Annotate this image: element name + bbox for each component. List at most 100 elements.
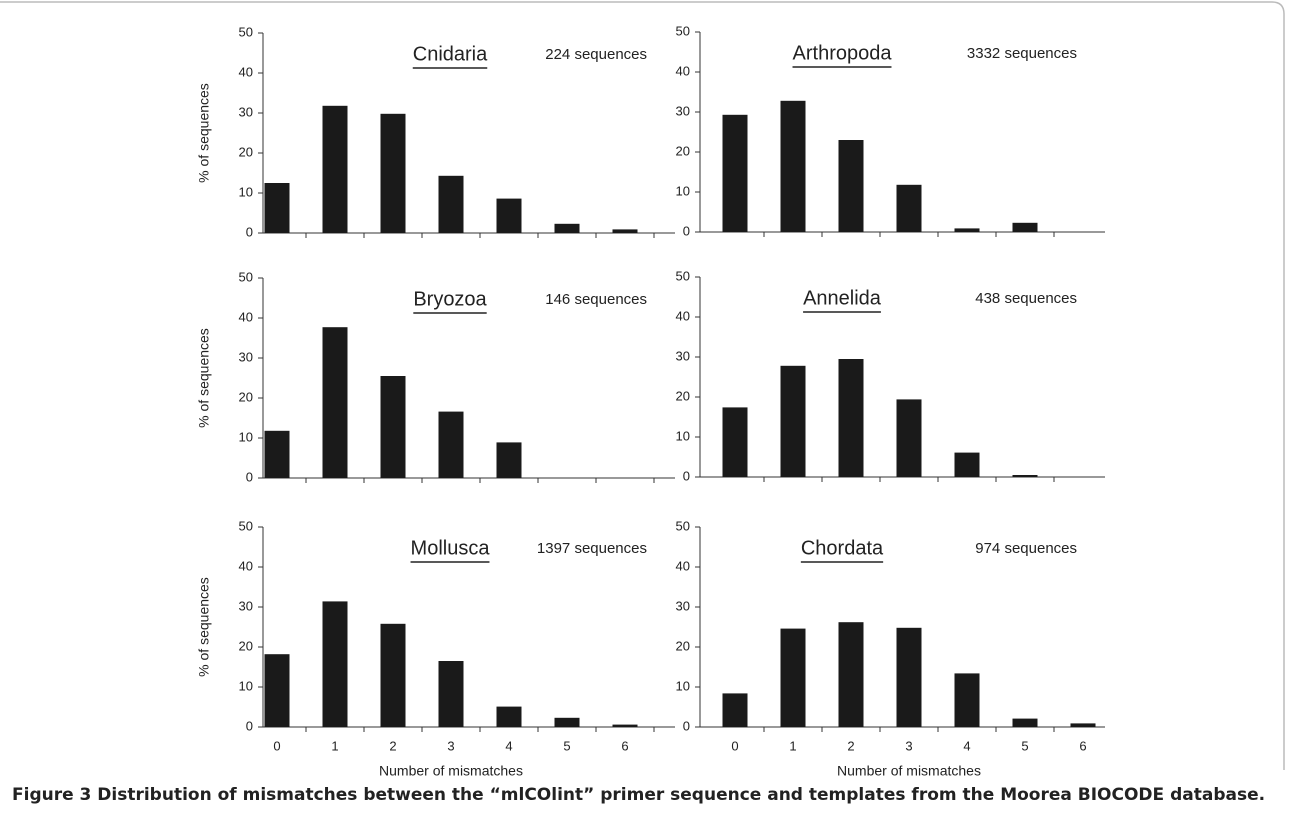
panel-subtitle: 224 sequences — [545, 46, 647, 63]
bar — [496, 706, 522, 727]
y-tick-label: 10 — [676, 428, 690, 443]
y-tick-label: 50 — [239, 518, 253, 533]
bar — [722, 407, 748, 477]
panel-subtitle: 146 sequences — [545, 291, 647, 308]
y-tick-label: 30 — [676, 598, 690, 613]
y-tick-label: 0 — [246, 469, 253, 484]
bar — [954, 673, 980, 727]
bar — [612, 724, 638, 727]
y-tick-label: 10 — [676, 678, 690, 693]
y-tick-label: 40 — [676, 308, 690, 323]
y-tick-label: 10 — [239, 429, 253, 444]
bar — [322, 601, 348, 727]
x-tick-label: 2 — [389, 738, 396, 753]
y-tick-label: 0 — [683, 223, 690, 238]
bar — [780, 100, 806, 232]
x-tick-label: 1 — [789, 738, 796, 753]
x-axis-label: Number of mismatches — [379, 763, 523, 779]
bar — [896, 399, 922, 477]
x-tick-label: 3 — [905, 738, 912, 753]
bar — [954, 452, 980, 477]
panel-title: Bryozoa — [413, 288, 487, 310]
panel-title: Annelida — [803, 287, 882, 309]
bar — [838, 359, 864, 477]
y-axis-label: % of sequences — [196, 577, 212, 677]
bar — [322, 105, 348, 233]
bar — [722, 114, 748, 232]
y-tick-label: 50 — [239, 24, 253, 39]
y-axis-label: % of sequences — [196, 328, 212, 428]
bar — [838, 140, 864, 232]
y-tick-label: 20 — [676, 388, 690, 403]
panel-title: Cnidaria — [413, 43, 488, 65]
bar — [780, 365, 806, 477]
panel-title: Chordata — [801, 537, 884, 559]
bar — [438, 661, 464, 727]
y-tick-label: 0 — [246, 718, 253, 733]
y-tick-label: 10 — [239, 678, 253, 693]
x-tick-label: 5 — [1021, 738, 1028, 753]
bar — [612, 229, 638, 233]
panel-title: Arthropoda — [793, 42, 893, 64]
y-tick-label: 10 — [239, 184, 253, 199]
x-axis-label: Number of mismatches — [837, 763, 981, 779]
x-tick-label: 1 — [331, 738, 338, 753]
bar — [554, 223, 580, 233]
bar — [1012, 222, 1038, 232]
bar — [1012, 475, 1038, 477]
y-tick-label: 10 — [676, 183, 690, 198]
panel-subtitle: 974 sequences — [975, 540, 1077, 557]
y-tick-label: 50 — [676, 23, 690, 38]
bar — [380, 113, 406, 233]
y-tick-label: 40 — [239, 64, 253, 79]
bar — [1012, 718, 1038, 727]
bar — [264, 183, 290, 233]
y-tick-label: 30 — [239, 104, 253, 119]
y-tick-label: 30 — [239, 598, 253, 613]
y-tick-label: 30 — [676, 103, 690, 118]
bar — [264, 654, 290, 727]
y-tick-label: 20 — [676, 143, 690, 158]
y-tick-label: 40 — [676, 63, 690, 78]
panel-subtitle: 438 sequences — [975, 290, 1077, 307]
x-tick-label: 6 — [1079, 738, 1086, 753]
y-tick-label: 50 — [239, 269, 253, 284]
bar — [1070, 723, 1096, 727]
y-tick-label: 30 — [676, 348, 690, 363]
y-tick-label: 0 — [683, 468, 690, 483]
y-axis-label: % of sequences — [196, 83, 212, 183]
x-tick-label: 4 — [505, 738, 512, 753]
y-tick-label: 40 — [239, 558, 253, 573]
bar — [722, 693, 748, 727]
bar — [322, 327, 348, 478]
bar — [264, 430, 290, 478]
x-tick-label: 2 — [847, 738, 854, 753]
bar — [380, 376, 406, 478]
y-tick-label: 20 — [239, 144, 253, 159]
bar — [438, 175, 464, 233]
bar — [896, 627, 922, 727]
bar — [954, 228, 980, 232]
frame — [0, 1, 1285, 770]
panel-subtitle: 3332 sequences — [967, 45, 1077, 62]
y-tick-label: 50 — [676, 518, 690, 533]
bar — [496, 198, 522, 233]
x-tick-label: 0 — [731, 738, 738, 753]
bar — [438, 411, 464, 478]
x-tick-label: 6 — [621, 738, 628, 753]
x-tick-label: 0 — [273, 738, 280, 753]
y-tick-label: 50 — [676, 268, 690, 283]
bar — [554, 717, 580, 727]
caption: Figure 3 Distribution of mismatches betw… — [12, 785, 1265, 805]
panel-title: Mollusca — [411, 537, 491, 559]
bar — [896, 184, 922, 232]
y-tick-label: 0 — [246, 224, 253, 239]
y-tick-label: 40 — [676, 558, 690, 573]
y-tick-label: 20 — [239, 638, 253, 653]
bar — [780, 628, 806, 727]
x-tick-label: 4 — [963, 738, 970, 753]
y-tick-label: 40 — [239, 309, 253, 324]
bar — [496, 442, 522, 478]
